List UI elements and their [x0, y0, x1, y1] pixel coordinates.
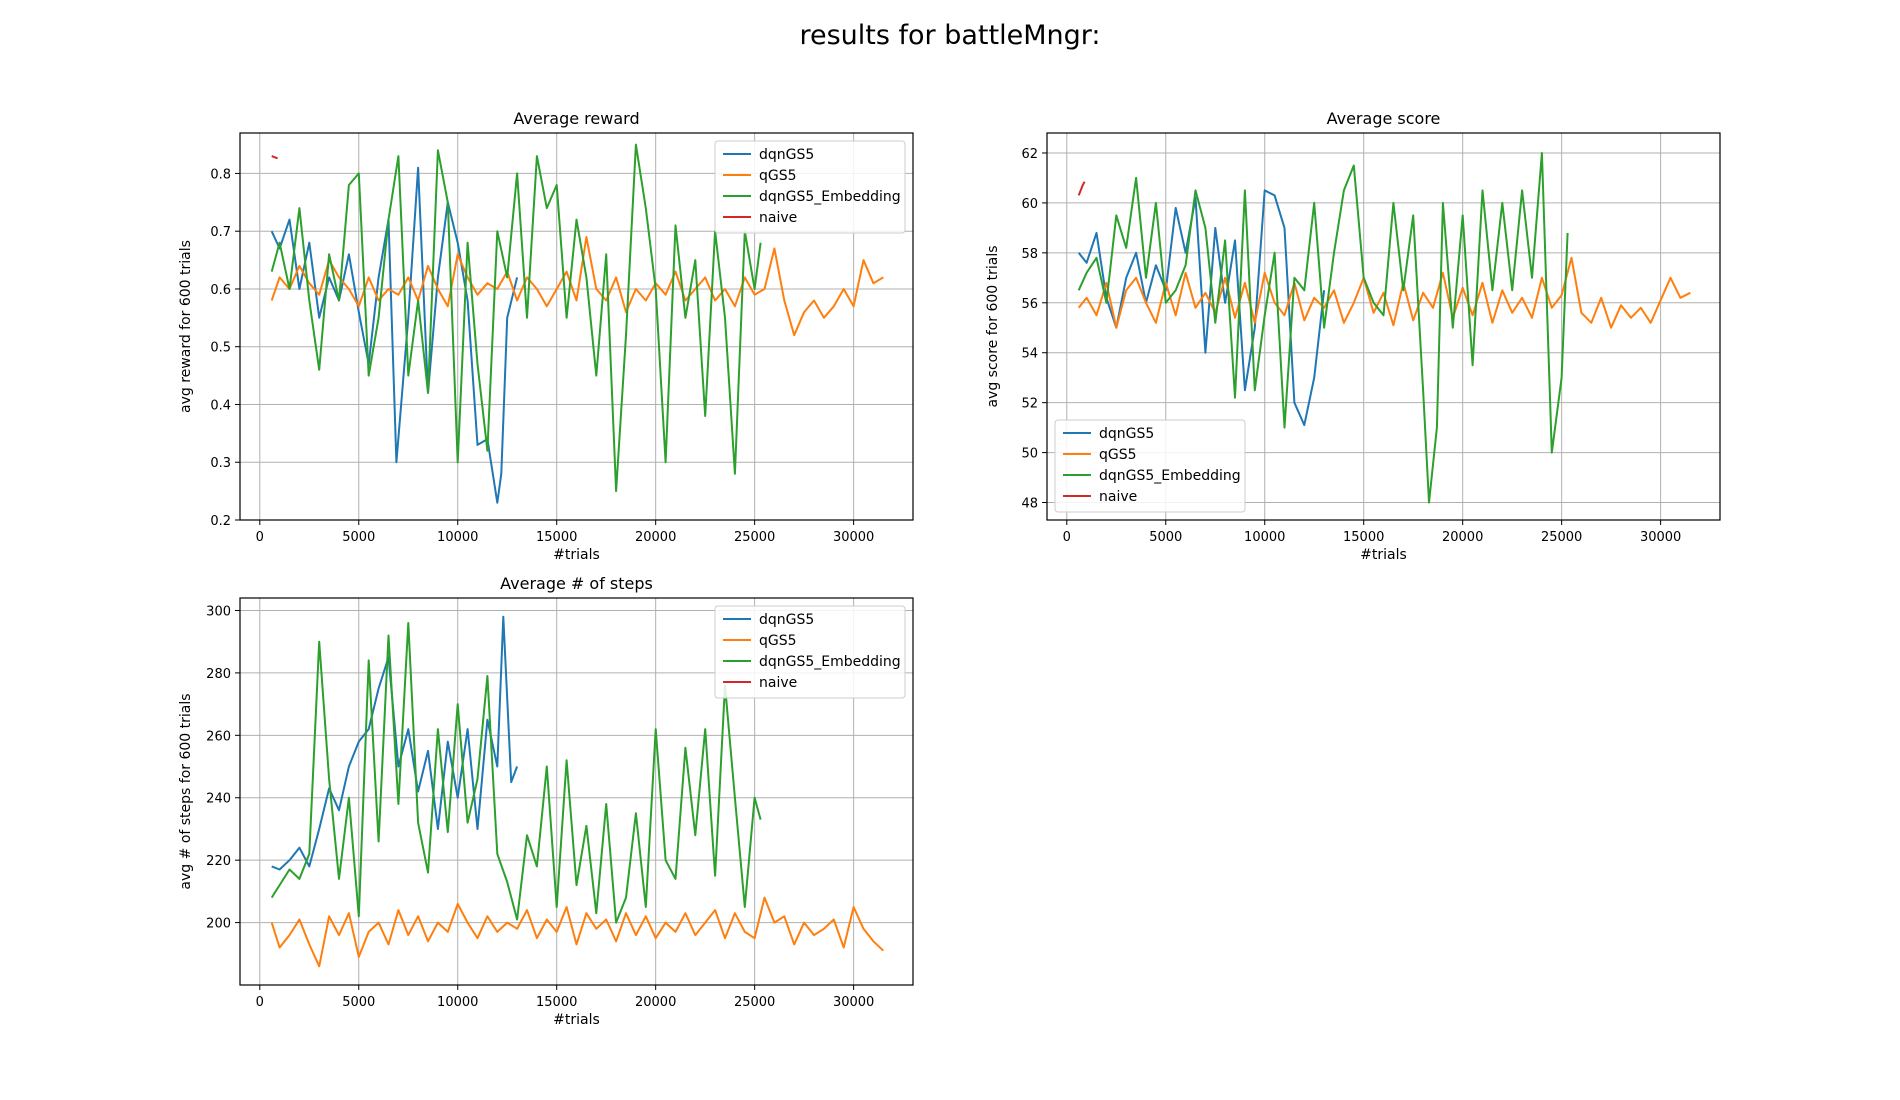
legend-label-naive: naive	[759, 675, 797, 691]
series-group	[270, 143, 884, 504]
legend-label-qgs5: qGS5	[759, 168, 797, 184]
x-tick-label: 20000	[635, 995, 676, 1010]
y-tick-label: 60	[1021, 197, 1038, 212]
x-tick-label: 25000	[734, 995, 775, 1010]
y-tick-label: 0.3	[210, 456, 231, 471]
legend-label-naive: naive	[759, 210, 797, 226]
y-tick-label: 62	[1021, 147, 1038, 162]
series-line-dqngs5-embedding	[270, 143, 762, 493]
y-tick-label: 260	[206, 729, 231, 744]
x-tick-label: 25000	[734, 530, 775, 545]
y-tick-label: 280	[206, 667, 231, 682]
series-line-dqngs5-embedding	[1077, 152, 1569, 504]
legend-box	[714, 605, 906, 699]
y-axis-label: avg reward for 600 trials	[178, 240, 194, 413]
y-tick-label: 220	[206, 854, 231, 869]
x-tick-label: 0	[1063, 530, 1071, 545]
x-tick-label: 5000	[342, 530, 375, 545]
x-tick-label: 30000	[833, 530, 874, 545]
y-tick-label: 54	[1021, 347, 1038, 362]
y-tick-label: 200	[206, 917, 231, 932]
chart-title: Average score	[1327, 109, 1441, 128]
y-axis-label: avg score for 600 trials	[985, 245, 1001, 407]
x-tick-label: 15000	[1343, 530, 1384, 545]
x-tick-label: 30000	[833, 995, 874, 1010]
legend-label-dqngs5-embedding: dqnGS5_Embedding	[759, 189, 901, 205]
chart-average-steps: 0 5000 10000 15000 20000 25000 30000 200 220 240 2…	[178, 574, 914, 1028]
series-line-qgs5	[1077, 256, 1691, 329]
x-axis-label: #trials	[1360, 547, 1407, 563]
x-tick-label: 15000	[536, 995, 577, 1010]
series-line-dqngs5-embedding	[270, 622, 762, 924]
series-line-qgs5	[270, 236, 884, 337]
series-line-dqngs5	[270, 166, 519, 504]
x-tick-label: 10000	[1244, 530, 1285, 545]
x-tick-label: 10000	[437, 530, 478, 545]
x-axis-label: #trials	[553, 547, 600, 563]
x-tick-label: 20000	[1442, 530, 1483, 545]
legend-label-qgs5: qGS5	[759, 633, 797, 649]
y-tick-label: 52	[1021, 397, 1038, 412]
y-tick-label: 48	[1021, 497, 1038, 512]
series-group	[1077, 152, 1691, 504]
legend-box	[714, 140, 906, 234]
y-tick-label: 58	[1021, 247, 1038, 262]
legend-label-dqngs5-embedding: dqnGS5_Embedding	[1099, 468, 1241, 484]
axes-frame	[239, 597, 914, 986]
y-tick-label: 0.5	[210, 341, 231, 356]
chart-title: Average reward	[513, 109, 639, 128]
series-group	[270, 615, 884, 968]
x-tick-label: 5000	[342, 995, 375, 1010]
legend-label-dqngs5-embedding: dqnGS5_Embedding	[759, 654, 901, 670]
x-tick-label: 5000	[1149, 530, 1182, 545]
legend-label-qgs5: qGS5	[1099, 447, 1137, 463]
legend-label-naive: naive	[1099, 489, 1137, 505]
legend-label-dqngs5: dqnGS5	[1099, 426, 1154, 442]
series-line-dqngs5	[271, 615, 519, 871]
chart-average-reward: 0 5000 10000 15000 20000 25000 30000 0.2 0.3 0.4 0…	[178, 109, 914, 563]
x-tick-label: 10000	[437, 995, 478, 1010]
series-line-naive	[271, 155, 278, 160]
x-tick-label: 0	[256, 530, 264, 545]
series-line-qgs5	[270, 896, 884, 968]
x-tick-label: 25000	[1541, 530, 1582, 545]
y-axis-label: avg # of steps for 600 trials	[178, 693, 194, 889]
x-axis-label: #trials	[553, 1012, 600, 1028]
x-tick-label: 20000	[635, 530, 676, 545]
y-tick-label: 56	[1021, 297, 1038, 312]
chart-title: Average # of steps	[500, 574, 653, 593]
legend-label-dqngs5: dqnGS5	[759, 147, 814, 163]
x-tick-label: 15000	[536, 530, 577, 545]
chart-average-score: 0 5000 10000 15000 20000 25000 30000 48 50 52 54 56…	[985, 109, 1721, 563]
y-tick-label: 240	[206, 792, 231, 807]
y-tick-label: 300	[206, 604, 231, 619]
y-tick-label: 0.6	[210, 283, 231, 298]
legend-label-dqngs5: dqnGS5	[759, 612, 814, 628]
axes-frame	[1046, 132, 1721, 521]
x-tick-label: 0	[256, 995, 264, 1010]
x-tick-label: 30000	[1640, 530, 1681, 545]
figure-suptitle: results for battleMngr:	[800, 20, 1101, 51]
y-tick-label: 0.8	[210, 167, 231, 182]
y-tick-label: 0.4	[210, 398, 231, 413]
y-tick-label: 50	[1021, 447, 1038, 462]
axes-frame	[239, 132, 914, 521]
y-tick-label: 0.7	[210, 225, 231, 240]
legend-box	[1054, 419, 1246, 513]
y-tick-label: 0.2	[210, 514, 231, 529]
series-line-naive	[1077, 181, 1086, 196]
